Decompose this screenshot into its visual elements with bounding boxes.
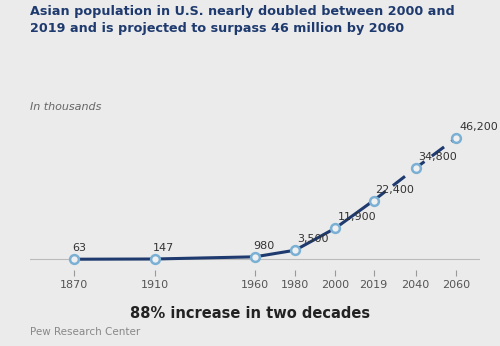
Point [370, 198, 378, 203]
Text: Pew Research Center: Pew Research Center [30, 327, 140, 337]
Text: In thousands: In thousands [30, 102, 102, 112]
Text: 980: 980 [253, 241, 274, 251]
Point [70, 256, 78, 262]
Text: 34,800: 34,800 [418, 152, 457, 162]
Text: 147: 147 [152, 243, 174, 253]
Point [150, 256, 158, 262]
Text: 46,200: 46,200 [460, 122, 498, 132]
Text: Asian population in U.S. nearly doubled between 2000 and
2019 and is projected t: Asian population in U.S. nearly doubled … [30, 5, 455, 35]
Text: 3,500: 3,500 [297, 235, 328, 244]
Text: 63: 63 [72, 244, 86, 253]
Point [412, 165, 420, 171]
Text: 11,900: 11,900 [338, 212, 376, 222]
Point [332, 225, 340, 231]
Text: 88% increase in two decades: 88% increase in two decades [130, 306, 370, 321]
Point [251, 254, 259, 260]
Point [291, 247, 299, 253]
Point [452, 135, 460, 141]
Text: 22,400: 22,400 [376, 185, 414, 195]
